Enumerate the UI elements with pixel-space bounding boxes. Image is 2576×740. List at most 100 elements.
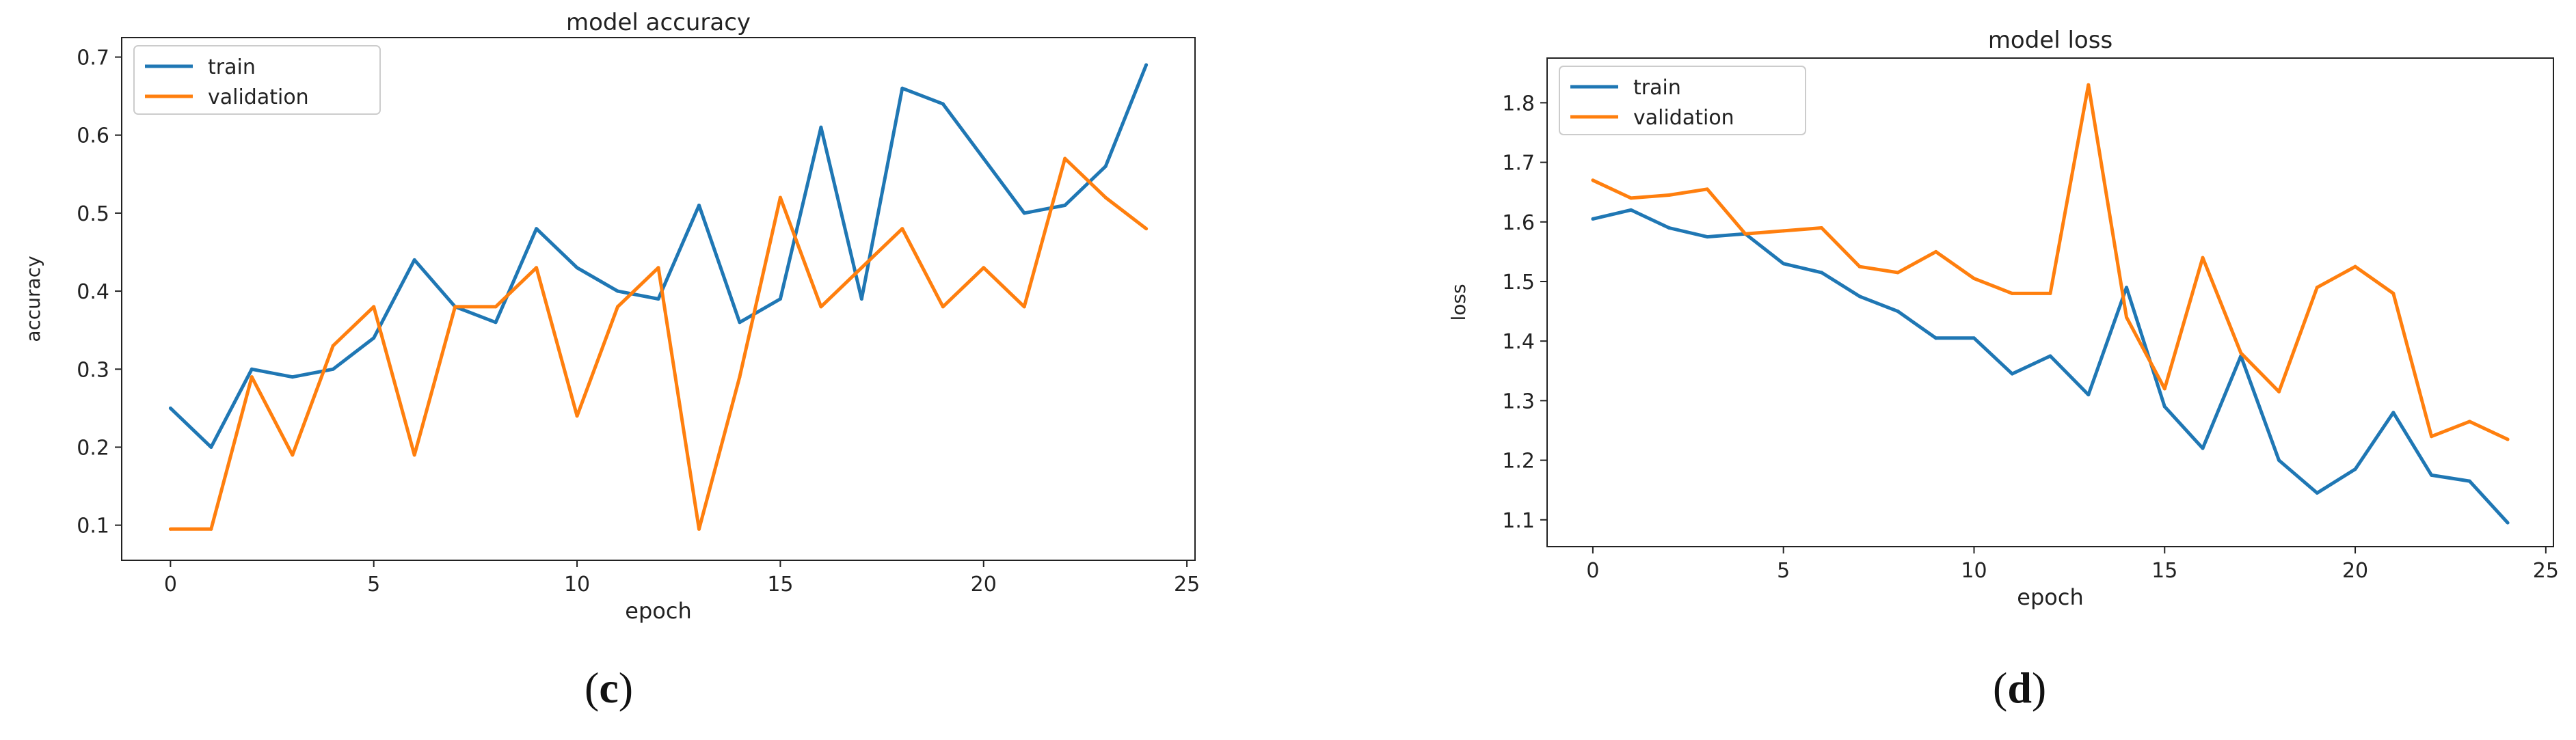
data-point-validation [2506,437,2510,441]
legend-entry-train: train [208,55,256,79]
y-tick-label: 1.5 [1502,271,1535,294]
data-point-validation [2048,291,2052,295]
data-point-validation [1743,232,1747,236]
data-point-validation [2010,291,2014,295]
data-point-validation [1896,271,1900,275]
x-tick-label: 25 [2533,559,2559,583]
x-tick-label: 25 [1174,573,1200,597]
y-tick-label: 1.8 [1502,92,1535,115]
data-point-validation [941,305,945,309]
x-tick-label: 20 [971,573,997,597]
data-point-train [1819,271,1823,275]
data-point-validation [2277,389,2281,394]
y-tick-label: 0.4 [77,280,109,304]
data-point-validation [1063,156,1067,161]
data-point-validation [2087,83,2091,87]
x-tick-label: 20 [2342,559,2368,583]
data-point-train [2430,473,2434,477]
data-point-validation [738,375,742,379]
y-axis-label: loss [1447,284,1470,320]
y-tick-label: 0.1 [77,515,109,538]
legend-entry-validation: validation [1633,106,1734,130]
data-point-train [1103,164,1108,168]
data-point-train [535,227,539,231]
data-point-validation [900,227,904,231]
data-point-train [291,375,295,379]
y-tick-label: 0.6 [77,124,109,148]
data-point-train [2506,521,2510,525]
data-point-validation [1591,178,1595,182]
data-point-validation [291,453,295,457]
data-point-train [2201,446,2205,450]
x-tick-label: 5 [1777,559,1790,583]
data-point-validation [2391,291,2396,295]
data-point-validation [2162,387,2166,391]
data-point-validation [494,305,498,309]
data-point-train [2391,411,2396,415]
data-point-validation [2430,435,2434,439]
chart-title: model loss [1988,27,2112,54]
data-point-validation [2125,315,2129,319]
legend: train validation [133,45,381,115]
data-point-train [331,367,335,371]
data-point-validation [616,305,620,309]
data-point-train [1144,63,1149,67]
data-point-train [1782,262,1786,266]
data-point-train [1896,310,1900,314]
data-point-train [250,367,254,371]
data-point-train [738,320,742,325]
data-point-validation [453,305,457,309]
y-tick-label: 1.4 [1502,330,1535,354]
x-tick-label: 10 [564,573,590,597]
data-point-validation [1022,305,1026,309]
plot-frame [1546,57,2554,547]
data-point-validation [982,266,986,270]
data-point-train [982,156,986,161]
data-point-validation [1629,196,1633,200]
y-tick-label: 0.7 [77,46,109,70]
data-point-validation [2239,351,2243,355]
legend-box [133,45,381,115]
data-point-validation [2201,256,2205,260]
data-point-train [2010,372,2014,376]
data-point-train [2162,405,2166,409]
data-point-validation [535,266,539,270]
y-axis-label: accuracy [22,256,44,342]
data-point-train [616,289,620,293]
y-tick-label: 1.6 [1502,211,1535,235]
legend-box [1559,66,1806,135]
data-point-train [1972,336,1976,340]
y-tick-label: 0.5 [77,202,109,226]
y-tick-label: 0.2 [77,436,109,460]
data-point-train [2315,491,2319,495]
data-point-validation [2353,264,2357,269]
series-line-validation [170,156,1148,531]
series-line-validation [1592,83,2509,441]
data-point-validation [1819,226,1823,230]
data-point-validation [2315,286,2319,290]
data-point-validation [1857,264,1862,269]
data-point-validation [1705,187,1709,191]
data-point-train [1629,208,1633,212]
data-point-validation [372,305,376,309]
series-line-train [1592,208,2509,524]
data-point-train [819,125,823,129]
data-point-train [575,266,579,270]
data-point-validation [859,266,863,270]
data-point-train [168,406,172,410]
data-point-validation [778,195,782,200]
data-point-train [859,297,863,301]
data-point-validation [1934,249,1938,253]
data-point-train [209,445,213,449]
loss-chart: model loss 0 5 10 15 20 25 1.1 1.2 1.3 1.4 1.5 1.6 1.… [1447,27,2559,610]
data-point-train [1705,235,1709,239]
data-point-validation [819,305,823,309]
legend-entry-train: train [1633,76,1681,100]
data-point-train [2467,479,2471,483]
x-tick-label: 15 [767,573,793,597]
data-point-train [1591,217,1595,221]
data-point-train [1857,294,1862,299]
data-point-train [656,297,660,301]
data-point-validation [1782,229,1786,233]
